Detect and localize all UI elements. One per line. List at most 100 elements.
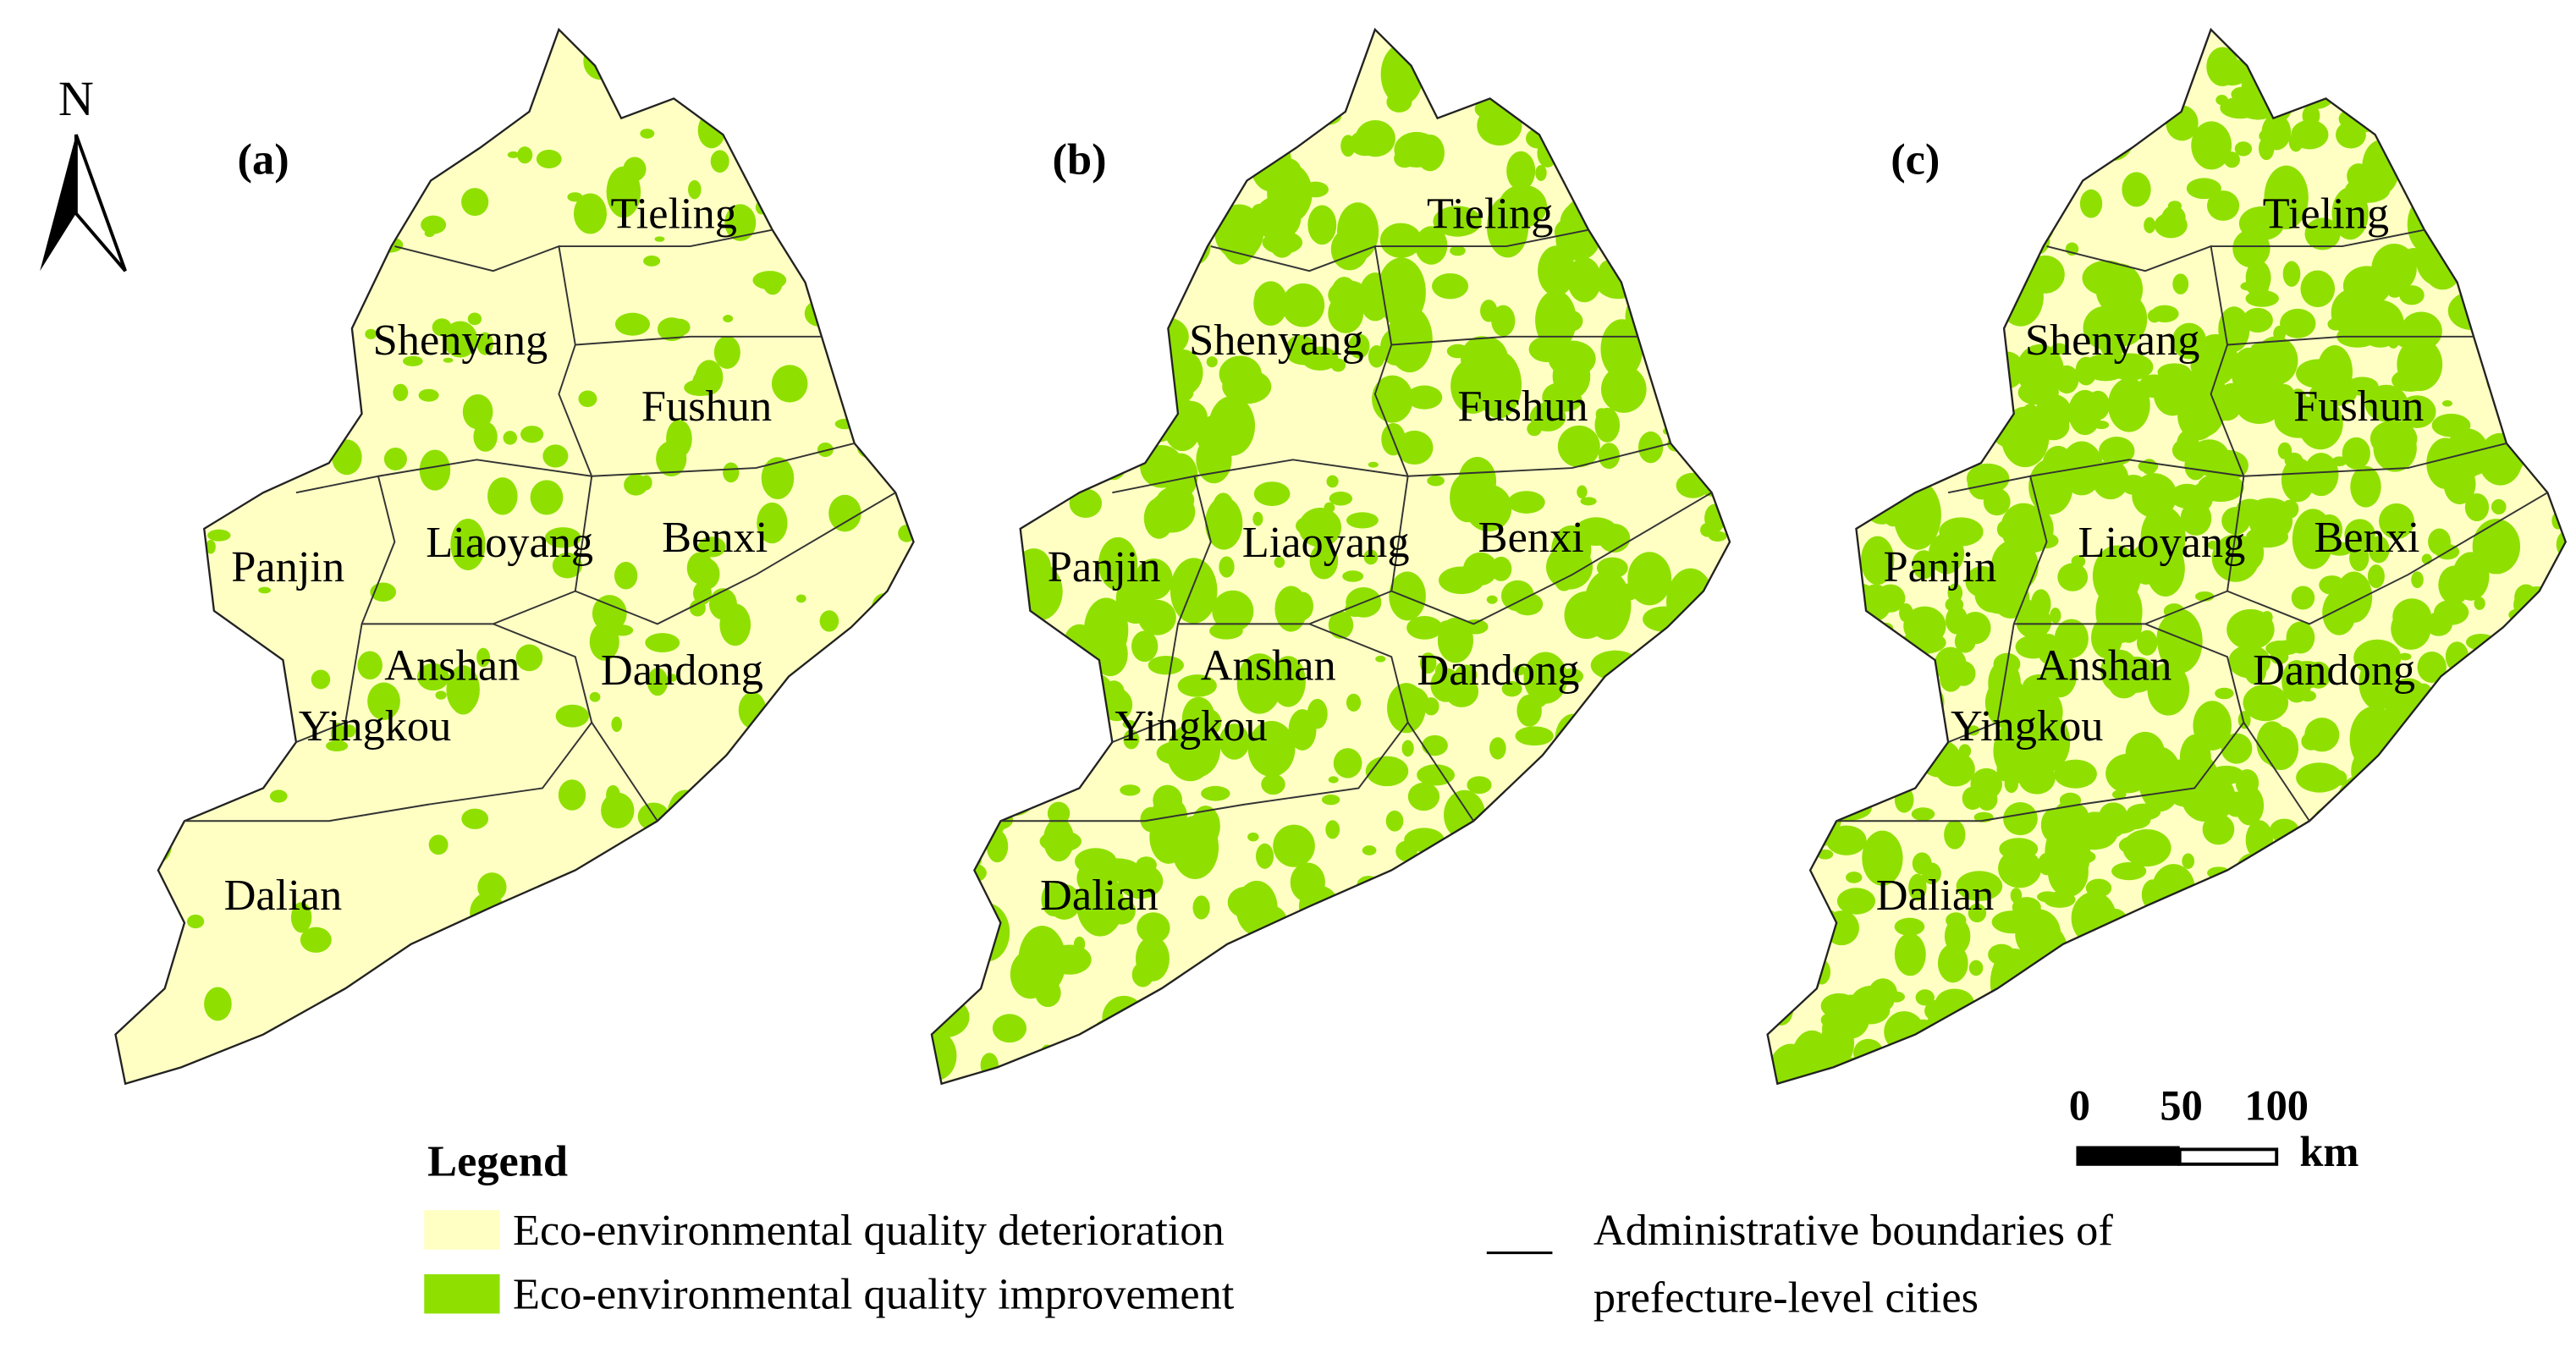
improvement-patch	[1545, 889, 1566, 910]
improvement-patch	[1011, 261, 1037, 281]
improvement-patch	[1628, 58, 1664, 87]
improvement-patch	[614, 562, 638, 590]
improvement-patch	[1336, 202, 1379, 261]
improvement-patch	[2441, 400, 2452, 407]
improvement-patch	[1674, 29, 1687, 36]
improvement-patch	[1274, 556, 1285, 569]
improvement-patch	[1386, 91, 1412, 113]
improvement-patch	[1790, 625, 1832, 674]
improvement-patch	[1984, 105, 2020, 151]
improvement-patch	[2277, 442, 2293, 459]
improvement-patch	[2223, 151, 2240, 168]
improvement-patch	[1685, 157, 1707, 177]
improvement-patch	[2474, 597, 2485, 610]
city-boundary	[591, 722, 658, 822]
improvement-patch	[931, 197, 944, 208]
improvement-patch	[1650, 1016, 1673, 1040]
improvement-patch	[204, 750, 238, 768]
improvement-patch	[2304, 453, 2339, 497]
improvement-patch	[1299, 994, 1329, 1020]
improvement-patch	[1071, 713, 1082, 722]
improvement-patch	[555, 704, 590, 728]
city-boundary	[1210, 245, 1409, 477]
improvement-patch	[1889, 649, 1902, 663]
improvement-patch	[2398, 941, 2413, 950]
improvement-patch	[2287, 925, 2313, 962]
improvement-patch	[1988, 943, 2016, 965]
improvement-patch	[1664, 129, 1677, 137]
improvement-patch	[2430, 189, 2441, 195]
improvement-patch	[2084, 46, 2105, 62]
improvement-patch	[1325, 820, 1340, 839]
improvement-patch	[1496, 851, 1510, 867]
improvement-patch	[2057, 984, 2089, 1011]
improvement-patch	[1318, 62, 1348, 89]
improvement-patch	[2464, 492, 2490, 522]
improvement-patch	[1703, 412, 1731, 439]
improvement-patch	[1798, 576, 1835, 600]
improvement-patch	[2161, 1062, 2196, 1081]
improvement-patch	[1252, 511, 1263, 526]
improvement-patch	[1851, 730, 1876, 761]
improvement-patch	[1823, 217, 1854, 241]
improvement-patch	[1895, 454, 1914, 473]
improvement-patch	[2379, 503, 2414, 540]
improvement-patch	[2510, 851, 2547, 896]
improvement-patch	[263, 44, 287, 69]
improvement-patch	[1162, 110, 1176, 126]
improvement-patch	[1278, 83, 1320, 131]
improvement-patch	[1227, 886, 1265, 918]
improvement-patch	[812, 135, 831, 162]
city-label: Shenyang	[373, 316, 548, 365]
improvement-patch	[594, 1029, 610, 1039]
improvement-patch	[332, 439, 362, 476]
improvement-patch	[1550, 954, 1562, 960]
improvement-patch	[1528, 336, 1565, 362]
improvement-patch	[2147, 309, 2161, 323]
improvement-patch	[2356, 300, 2404, 348]
improvement-patch	[949, 321, 976, 341]
improvement-patch	[1896, 683, 1908, 696]
improvement-patch	[1192, 895, 1210, 920]
improvement-patch	[952, 933, 990, 971]
improvement-patch	[170, 123, 200, 157]
improvement-patch	[275, 414, 289, 432]
improvement-patch	[1852, 985, 1895, 1015]
improvement-patch	[1089, 217, 1102, 226]
improvement-patch	[2255, 382, 2279, 401]
improvement-patch	[270, 737, 287, 753]
improvement-patch	[2465, 140, 2511, 201]
improvement-patch	[1902, 223, 1950, 260]
improvement-patch	[1698, 894, 1731, 959]
improvement-patch	[1660, 1075, 1695, 1084]
improvement-patch	[158, 696, 180, 710]
improvement-patch	[182, 330, 215, 376]
improvement-patch	[2003, 801, 2038, 836]
improvement-patch	[2238, 1026, 2284, 1056]
improvement-patch	[828, 494, 861, 532]
improvement-patch	[122, 617, 133, 628]
improvement-patch	[1662, 396, 1677, 407]
improvement-patch	[1612, 817, 1637, 848]
improvement-patch	[1294, 127, 1307, 136]
improvement-patch	[1059, 38, 1084, 74]
improvement-patch	[1432, 273, 1469, 300]
improvement-patch	[1514, 977, 1528, 992]
improvement-patch	[1577, 739, 1604, 762]
improvement-patch	[2398, 652, 2412, 661]
improvement-patch	[611, 716, 623, 733]
improvement-patch	[1253, 481, 1291, 507]
improvement-patch	[2287, 661, 2326, 689]
improvement-patch	[214, 144, 235, 156]
improvement-patch	[1659, 1075, 1670, 1084]
improvement-patch	[1688, 412, 1726, 457]
city-boundary	[1177, 476, 1409, 625]
improvement-patch	[1812, 155, 1842, 178]
improvement-patch	[1663, 1015, 1712, 1078]
improvement-patch	[2468, 63, 2505, 110]
improvement-patch	[1909, 29, 1952, 65]
improvement-patch	[810, 951, 845, 998]
improvement-patch	[1526, 128, 1550, 149]
improvement-patch	[1257, 905, 1290, 954]
improvement-patch	[2437, 1057, 2451, 1070]
